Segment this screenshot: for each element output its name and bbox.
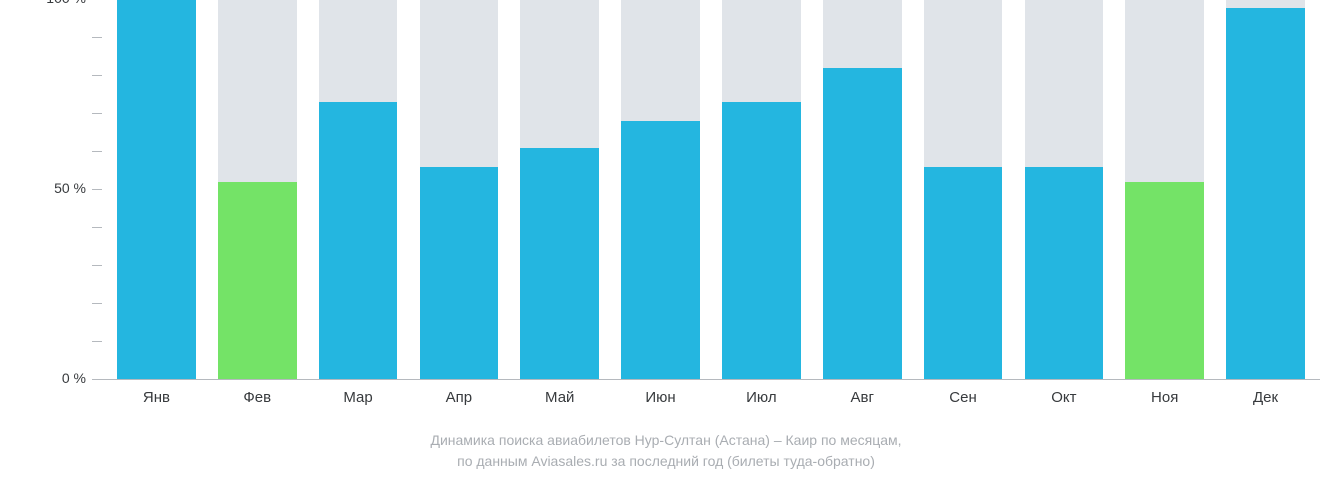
- bar-fill: [823, 68, 902, 379]
- bar-column: [1013, 0, 1114, 379]
- y-tick-label: 50 %: [54, 180, 86, 196]
- x-axis-label: Апр: [408, 389, 509, 406]
- x-axis-label: Мар: [308, 389, 409, 406]
- caption-line-1: Динамика поиска авиабилетов Нур-Султан (…: [0, 430, 1332, 451]
- bar-column: [913, 0, 1014, 379]
- y-minor-tick: [54, 151, 96, 152]
- y-tick-label: 100 %: [46, 0, 86, 6]
- x-axis-label: Ноя: [1114, 389, 1215, 406]
- bar-column: [106, 0, 207, 379]
- y-major-tick: 50 %: [54, 189, 96, 190]
- bar-column: [308, 0, 409, 379]
- bar-fill: [621, 121, 700, 379]
- y-tick-label: 0 %: [62, 370, 86, 386]
- chart-caption: Динамика поиска авиабилетов Нур-Султан (…: [0, 430, 1332, 472]
- x-axis-label: Май: [509, 389, 610, 406]
- bar-column: [207, 0, 308, 379]
- x-axis-labels: ЯнвФевМарАпрМайИюнИюлАвгСенОктНояДек: [102, 389, 1320, 406]
- y-minor-tick: [54, 37, 96, 38]
- bar-column: [812, 0, 913, 379]
- bar-fill: [924, 167, 1003, 379]
- y-tick-mark: [92, 75, 102, 76]
- x-axis-label: Сен: [913, 389, 1014, 406]
- bar-column: [610, 0, 711, 379]
- bar-fill-highlight: [218, 182, 297, 379]
- bar-fill-highlight: [1125, 182, 1204, 379]
- y-tick-mark: [92, 379, 102, 380]
- y-minor-tick: [54, 303, 96, 304]
- bar-fill: [722, 102, 801, 379]
- caption-line-2: по данным Aviasales.ru за последний год …: [0, 451, 1332, 472]
- y-tick-mark: [92, 265, 102, 266]
- y-tick-mark: [92, 189, 102, 190]
- x-axis-label: Июн: [610, 389, 711, 406]
- bar-column: [1114, 0, 1215, 379]
- bar-fill: [1025, 167, 1104, 379]
- bar-column: [509, 0, 610, 379]
- x-axis-label: Окт: [1013, 389, 1114, 406]
- y-minor-tick: [54, 227, 96, 228]
- y-tick-mark: [92, 37, 102, 38]
- bar-fill: [1226, 8, 1305, 379]
- y-tick-mark: [92, 341, 102, 342]
- y-tick-mark: [92, 303, 102, 304]
- bar-column: [408, 0, 509, 379]
- y-minor-tick: [54, 265, 96, 266]
- y-tick-mark: [92, 227, 102, 228]
- y-minor-tick: [54, 113, 96, 114]
- bar-fill: [117, 0, 196, 379]
- chart-container: 0 %50 %100 % ЯнвФевМарАпрМайИюнИюлАвгСен…: [60, 0, 1320, 400]
- bar-column: [711, 0, 812, 379]
- bar-column: [1215, 0, 1316, 379]
- y-minor-tick: [54, 341, 96, 342]
- y-axis: 0 %50 %100 %: [60, 0, 102, 380]
- y-tick-mark: [92, 113, 102, 114]
- x-axis-label: Авг: [812, 389, 913, 406]
- y-tick-mark: [92, 151, 102, 152]
- bar-fill: [420, 167, 499, 379]
- x-axis-label: Июл: [711, 389, 812, 406]
- y-minor-tick: [54, 75, 96, 76]
- bar-fill: [520, 148, 599, 379]
- plot-area: [102, 0, 1320, 380]
- x-axis-label: Фев: [207, 389, 308, 406]
- bar-fill: [319, 102, 398, 379]
- x-axis-label: Дек: [1215, 389, 1316, 406]
- y-major-tick: 0 %: [54, 379, 96, 380]
- bars-group: [102, 0, 1320, 379]
- x-axis-label: Янв: [106, 389, 207, 406]
